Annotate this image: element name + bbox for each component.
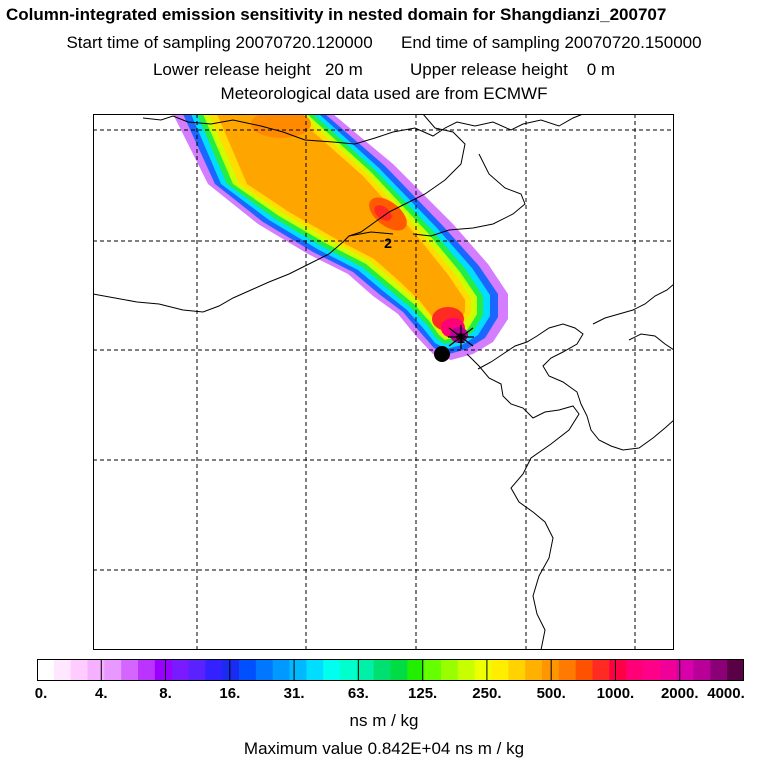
release-heights: Lower release height 20 m Upper release … bbox=[0, 60, 768, 80]
colorbar-swatch bbox=[323, 659, 341, 681]
colorbar-swatch bbox=[87, 659, 105, 681]
colorbar-swatch bbox=[272, 659, 291, 681]
coast-east-inlet bbox=[628, 333, 674, 351]
colorbar-tick-label: 125. bbox=[408, 685, 438, 702]
colorbar-swatch bbox=[491, 659, 509, 681]
colorbar-tick-label: 8. bbox=[159, 685, 172, 702]
colorbar-swatch bbox=[441, 659, 459, 681]
met-data-text: Meteorological data used are from ECMWF bbox=[220, 84, 548, 103]
colorbar-swatch bbox=[70, 659, 89, 681]
colorbar-swatch bbox=[727, 659, 745, 681]
colorbar-frame bbox=[37, 659, 744, 681]
coast-bay bbox=[477, 323, 674, 451]
border-mid-1 bbox=[412, 153, 526, 237]
receptor-dot bbox=[434, 346, 450, 362]
max-position-star bbox=[448, 325, 474, 349]
colorbar-swatch bbox=[457, 659, 476, 681]
grid-lines bbox=[93, 114, 674, 650]
colorbar-swatch bbox=[121, 659, 139, 681]
start-sampling-text: Start time of sampling 20070720.120000 bbox=[66, 33, 373, 52]
border-west bbox=[93, 231, 394, 313]
colorbar-tick-label: 4000. bbox=[707, 685, 745, 702]
colorbar-tick-label: 63. bbox=[347, 685, 369, 702]
colorbar-swatch bbox=[104, 659, 122, 681]
colorbar-swatch bbox=[558, 659, 577, 681]
colorbar-swatch bbox=[222, 659, 240, 681]
end-sampling-text: End time of sampling 20070720.150000 bbox=[401, 33, 702, 52]
colorbar-swatch bbox=[171, 659, 190, 681]
colorbar-swatch bbox=[356, 659, 375, 681]
colorbar-swatch bbox=[626, 659, 644, 681]
release-markers: 1 2 bbox=[384, 235, 474, 362]
colorbar-swatch bbox=[424, 659, 442, 681]
map-canvas: 1 2 bbox=[93, 114, 674, 650]
colorbar-tick-label: 31. bbox=[283, 685, 305, 702]
colorbar-swatch bbox=[373, 659, 392, 681]
colorbar-tick-label: 500. bbox=[536, 685, 566, 702]
plume-patch-orange-north bbox=[251, 114, 311, 138]
plume-band-orange bbox=[217, 114, 465, 331]
coastlines-borders bbox=[93, 114, 674, 650]
colorbar-swatch bbox=[205, 659, 223, 681]
marker-label-1: 1 bbox=[457, 330, 465, 346]
plume-patch-red-core bbox=[374, 205, 392, 221]
colorbar-units: ns m / kg bbox=[349, 711, 419, 730]
plot-title: Column-integrated emission sensitivity i… bbox=[6, 5, 667, 24]
colorbar-swatch bbox=[37, 659, 55, 681]
colorbar-swatch bbox=[474, 659, 493, 681]
colorbar-swatch bbox=[188, 659, 206, 681]
colorbar-swatch bbox=[407, 659, 425, 681]
colorbar-swatch bbox=[676, 659, 695, 681]
coast-east bbox=[466, 353, 580, 650]
colorbar-tick-label: 4. bbox=[95, 685, 108, 702]
colorbar-swatch bbox=[609, 659, 627, 681]
colorbar-swatch bbox=[138, 659, 156, 681]
colorbar-swatch bbox=[710, 659, 728, 681]
colorbar-swatch bbox=[575, 659, 594, 681]
colorbar-swatch bbox=[693, 659, 711, 681]
map-frame bbox=[93, 114, 674, 650]
colorbar-swatch bbox=[53, 659, 72, 681]
colorbar-swatch bbox=[289, 659, 307, 681]
colorbar-swatch bbox=[154, 659, 173, 681]
colorbar-tick-label: 1000. bbox=[596, 685, 635, 702]
marker-label-2: 2 bbox=[384, 235, 392, 251]
border-north-1 bbox=[142, 114, 584, 145]
colorbar-swatch bbox=[525, 659, 543, 681]
border-north-2 bbox=[348, 114, 466, 237]
colorbar-swatch bbox=[306, 659, 324, 681]
upper-release-text: Upper release height 0 m bbox=[409, 60, 616, 79]
colorbar-tick-label: 16. bbox=[219, 685, 241, 702]
colorbar-tick-label: 250. bbox=[472, 685, 502, 702]
colorbar-swatch bbox=[659, 659, 678, 681]
colorbar-swatch bbox=[255, 659, 274, 681]
colorbar-tick-label: 0. bbox=[34, 685, 48, 702]
sensitivity-plume bbox=[173, 114, 508, 360]
colorbar-swatch bbox=[592, 659, 610, 681]
coast-northeast bbox=[592, 283, 674, 325]
colorbar-swatch bbox=[643, 659, 661, 681]
colorbar-swatch bbox=[340, 659, 358, 681]
colorbar-swatch bbox=[390, 659, 408, 681]
colorbar-swatch bbox=[508, 659, 526, 681]
max-value-text: Maximum value 0.842E+04 ns m / kg bbox=[243, 739, 525, 758]
lower-release-text: Lower release height 20 m bbox=[152, 60, 363, 79]
sampling-times: Start time of sampling 20070720.120000 E… bbox=[0, 33, 768, 53]
colorbar-tick-label: 2000. bbox=[660, 685, 699, 702]
colorbar bbox=[36, 659, 745, 681]
colorbar-swatch bbox=[239, 659, 257, 681]
colorbar-swatches bbox=[36, 659, 745, 681]
map-panel: 1 2 bbox=[93, 114, 674, 650]
